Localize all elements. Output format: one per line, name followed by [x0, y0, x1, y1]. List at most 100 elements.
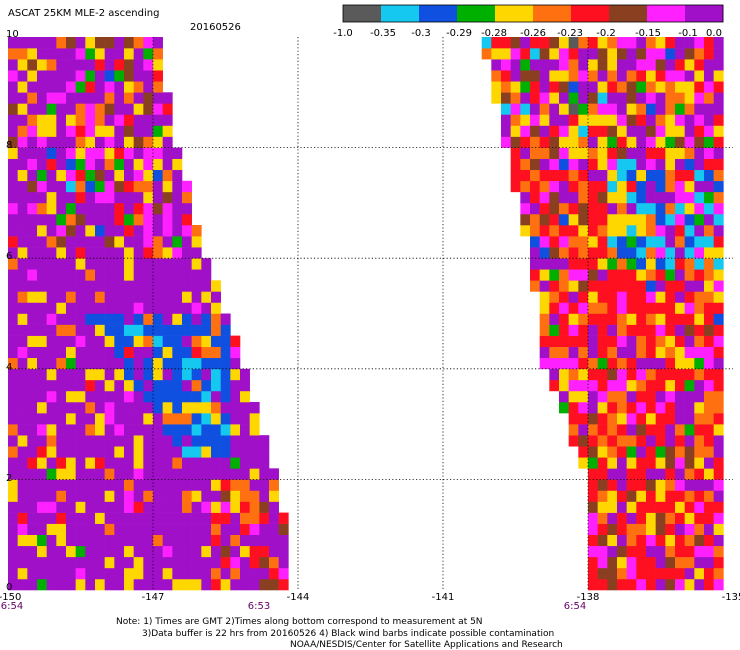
heatmap-cell [114, 225, 125, 237]
heatmap-cell [143, 92, 154, 104]
colorbar-segment [343, 5, 382, 22]
heatmap-cell [75, 413, 86, 425]
heatmap-cell [704, 302, 714, 314]
heatmap-cell [162, 291, 173, 303]
heatmap-cell [27, 324, 38, 336]
heatmap-cell [104, 368, 115, 381]
heatmap-cell [636, 379, 647, 392]
heatmap-cell [249, 556, 260, 569]
heatmap-cell [8, 567, 18, 580]
heatmap-cell [626, 468, 637, 480]
heatmap-cell [95, 368, 105, 381]
heatmap-cell [27, 280, 38, 292]
heatmap-cell [588, 457, 598, 469]
heatmap-cell [27, 413, 38, 425]
colorbar-tick-label: -0.2 [596, 28, 616, 39]
heatmap-cell [191, 236, 202, 248]
heatmap-cell [539, 59, 550, 71]
heatmap-cell [636, 435, 647, 447]
heatmap-cell [133, 545, 144, 558]
heatmap-cell [66, 125, 76, 137]
heatmap-cell [684, 545, 695, 558]
y-tick-label: 10 [6, 29, 19, 40]
heatmap-cell [704, 512, 714, 524]
heatmap-cell [17, 59, 28, 71]
heatmap-cell [104, 534, 115, 547]
heatmap-cell [133, 512, 144, 524]
heatmap-cell [182, 534, 192, 547]
heatmap-cell [559, 269, 569, 281]
heatmap-cell [568, 180, 579, 193]
heatmap-cell [704, 401, 714, 414]
heatmap-cell [201, 324, 212, 336]
heatmap-cell [675, 147, 685, 159]
heatmap-cell [646, 457, 656, 469]
heatmap-cell [162, 158, 173, 171]
heatmap-cell [56, 556, 67, 569]
heatmap-cell [17, 302, 28, 314]
heatmap-cell [597, 37, 608, 49]
heatmap-cell [607, 413, 618, 425]
heatmap-cell [549, 324, 560, 336]
heatmap-cell [626, 191, 637, 204]
heatmap-cell [162, 313, 173, 325]
heatmap-cell [133, 368, 144, 381]
heatmap-cell [588, 390, 598, 403]
heatmap-cell [124, 191, 134, 204]
heatmap-cell [675, 368, 685, 381]
heatmap-cell [578, 169, 589, 182]
heatmap-cell [578, 59, 589, 71]
heatmap-cell [124, 202, 134, 215]
heatmap-cell [114, 413, 125, 425]
heatmap-cell [597, 556, 608, 569]
heatmap-cell [568, 346, 579, 359]
heatmap-cell [520, 59, 531, 71]
heatmap-cell [684, 269, 695, 281]
heatmap-cell [46, 225, 57, 237]
heatmap-cell [46, 37, 57, 49]
heatmap-cell [617, 346, 627, 359]
heatmap-cell [191, 512, 202, 524]
heatmap-cell [694, 169, 705, 182]
heatmap-cell [95, 59, 105, 71]
heatmap-cell [713, 225, 724, 237]
heatmap-cell [655, 236, 666, 248]
heatmap-cell [27, 501, 38, 513]
heatmap-cell [114, 125, 125, 137]
heatmap-cell [153, 313, 163, 325]
colorbar-segment [495, 5, 534, 22]
heatmap-cell [172, 578, 183, 591]
heatmap-cell [153, 368, 163, 381]
heatmap-cell [143, 103, 154, 115]
heatmap-cell [95, 512, 105, 524]
heatmap-cell [46, 401, 57, 414]
heatmap-cell [578, 48, 589, 60]
heatmap-cell [559, 324, 569, 336]
heatmap-cell [133, 158, 144, 171]
heatmap-cell [655, 213, 666, 226]
heatmap-cell [56, 424, 67, 436]
y-tick-label: 6 [6, 251, 12, 262]
heatmap-cell [133, 258, 144, 270]
heatmap-cell [75, 147, 86, 159]
heatmap-cell [17, 501, 28, 513]
heatmap-cell [617, 413, 627, 425]
heatmap-cell [539, 269, 550, 281]
heatmap-cell [665, 125, 676, 137]
heatmap-cell [520, 48, 531, 60]
heatmap-cell [694, 357, 705, 370]
heatmap-cell [95, 313, 105, 325]
heatmap-cell [191, 468, 202, 480]
heatmap-cell [8, 324, 18, 336]
heatmap-cell [153, 258, 163, 270]
heatmap-cell [162, 446, 173, 458]
heatmap-cell [8, 70, 18, 82]
heatmap-cell [37, 313, 47, 325]
x-tick-label: -138 [577, 592, 600, 603]
heatmap-cell [172, 468, 183, 480]
heatmap-cell [636, 545, 647, 558]
heatmap-cell [646, 202, 656, 215]
heatmap-cell [85, 401, 96, 414]
heatmap-cell [153, 48, 163, 60]
heatmap-cell [626, 103, 637, 115]
